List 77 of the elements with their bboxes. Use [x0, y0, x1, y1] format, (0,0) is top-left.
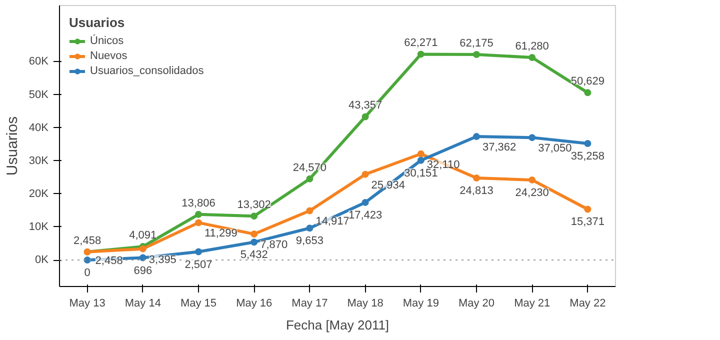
point	[362, 170, 369, 178]
point	[528, 176, 536, 184]
y-tick-label: 50K	[28, 88, 50, 101]
point	[250, 238, 258, 246]
point	[362, 198, 369, 206]
point	[139, 254, 146, 262]
point	[362, 113, 369, 120]
point	[306, 207, 314, 214]
x-tick-label: May 14	[124, 298, 161, 310]
data-label: 4,091	[129, 230, 157, 242]
point	[473, 133, 480, 140]
y-axis-title: Usuarios	[4, 116, 21, 176]
point	[250, 212, 258, 220]
y-tick-label: 10K	[28, 220, 50, 233]
y-tick-label: 0K	[35, 254, 50, 266]
x-tick-label: May 15	[180, 298, 217, 310]
legend-title: Usuarios	[69, 15, 126, 30]
point	[195, 210, 202, 218]
point	[584, 140, 592, 147]
x-tick-label: May 21	[514, 298, 550, 310]
data-label: 24,230	[515, 186, 549, 199]
data-label: 24,570	[292, 162, 327, 174]
point	[195, 248, 202, 256]
data-label: 2,458	[74, 234, 102, 247]
data-label: 7,870	[260, 239, 288, 252]
y-tick-label: 20K	[28, 188, 50, 200]
point	[306, 175, 314, 182]
data-label: 9,653	[296, 235, 324, 248]
point	[584, 206, 592, 213]
data-label: 2,507	[184, 258, 212, 271]
legend-label: Nuevos	[90, 50, 128, 62]
data-label: 43,357	[348, 100, 382, 112]
point	[584, 89, 592, 96]
point	[84, 256, 91, 264]
data-label: 13,302	[237, 199, 271, 212]
x-tick-label: May 18	[347, 298, 384, 310]
point	[473, 174, 480, 182]
data-label: 61,280	[515, 40, 549, 52]
data-label: 696	[134, 264, 152, 277]
point	[528, 134, 536, 142]
point	[250, 230, 258, 238]
data-label: 62,271	[404, 37, 438, 50]
data-label: 11,299	[204, 228, 238, 240]
data-label: 13,806	[182, 197, 216, 210]
point	[417, 150, 424, 158]
y-tick-label: 30K	[28, 154, 50, 167]
point	[417, 156, 424, 164]
data-label: 15,371	[570, 216, 605, 228]
y-tick-label: 40K	[28, 122, 50, 134]
data-label: 3,395	[148, 254, 176, 266]
x-tick-label: May 22	[570, 298, 606, 310]
data-label: 25,934	[371, 179, 405, 192]
data-label: 2,458	[95, 254, 123, 267]
y-tick-label: 60K	[28, 56, 50, 68]
data-label: 50,629	[570, 76, 605, 88]
point	[306, 224, 314, 232]
point	[195, 219, 202, 226]
point	[417, 50, 424, 58]
data-label: 35,258	[570, 150, 605, 162]
data-label: 5,432	[240, 249, 268, 262]
point	[528, 54, 536, 61]
x-tick-label: May 16	[236, 298, 272, 310]
data-label: 37,050	[538, 142, 572, 155]
data-label: 14,917	[316, 216, 350, 228]
data-label: 37,362	[482, 142, 516, 154]
data-label: 0	[84, 267, 90, 280]
x-tick-label: May 19	[402, 298, 439, 310]
point	[473, 51, 480, 58]
data-label: 62,175	[460, 38, 494, 50]
data-label: 24,813	[460, 185, 494, 198]
x-axis-title: Fecha [May 2011]	[286, 318, 390, 332]
x-tick-label: May 20	[458, 298, 495, 310]
legend-label: Usuarios_consolidados	[90, 65, 204, 77]
legend-label: Únicos	[90, 35, 124, 47]
x-tick-label: May 13	[69, 298, 106, 310]
x-tick-label: May 17	[292, 298, 328, 310]
data-label: 17,423	[348, 209, 382, 222]
